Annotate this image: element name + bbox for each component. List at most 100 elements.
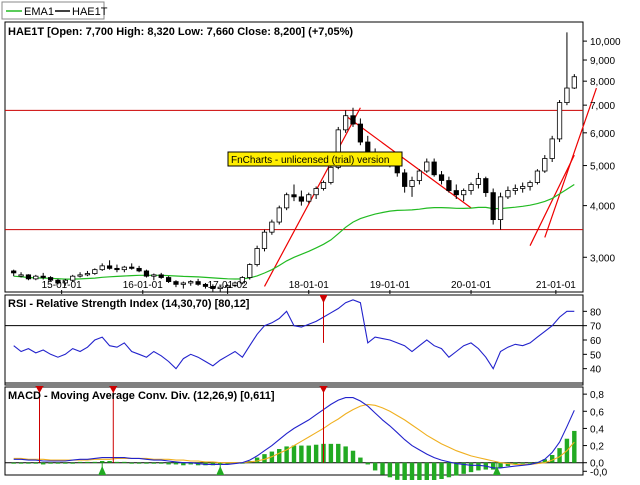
macd-histogram-bar xyxy=(424,462,429,482)
date-tick-label: 16-01-01 xyxy=(123,280,163,291)
macd-histogram-bar xyxy=(26,462,31,464)
candle-up xyxy=(232,282,238,287)
candle-down xyxy=(210,286,216,289)
candle-up xyxy=(239,277,245,284)
date-tick-label: 15-01-01 xyxy=(42,280,82,291)
watermark-text: FnCharts - unlicensed (trial) version xyxy=(231,155,389,166)
macd-histogram-bar xyxy=(291,445,297,463)
trendline-3 xyxy=(529,154,575,246)
macd-histogram-bar xyxy=(380,462,385,475)
candle-up xyxy=(121,266,127,271)
trendline-2 xyxy=(345,115,472,209)
macd-histogram-bar xyxy=(365,462,370,465)
candle-down xyxy=(129,266,135,269)
macd-histogram-bar xyxy=(48,462,53,464)
candle-up xyxy=(269,221,275,233)
macd-histogram-bar xyxy=(572,430,577,463)
macd-histogram-bar xyxy=(439,462,444,479)
candle-up xyxy=(306,194,312,202)
date-tick-label: 18-01-01 xyxy=(289,280,329,291)
candle-up xyxy=(468,184,474,191)
macd-histogram-bar xyxy=(166,462,171,465)
macd-histogram-bar xyxy=(387,462,393,478)
macd-y-axis: -0,00,0 0,2 0,4 0,6 0,8 xyxy=(583,390,608,478)
macd-histogram-bar xyxy=(11,462,16,464)
candle-down xyxy=(158,274,164,278)
macd-y-tick-label: 0,4 xyxy=(590,424,604,435)
candle-up xyxy=(62,279,68,284)
macd-histogram-bar xyxy=(513,462,518,465)
macd-histogram-bar xyxy=(144,462,149,464)
macd-histogram-bar xyxy=(328,443,334,463)
candle-down xyxy=(11,270,17,274)
price-panel-frame xyxy=(4,21,584,293)
trendline-4 xyxy=(544,87,598,238)
sell-signal-marker xyxy=(319,386,328,393)
buy-signal-marker xyxy=(98,466,107,475)
candle-up xyxy=(99,265,105,271)
macd-histogram-bar xyxy=(336,443,341,463)
macd-histogram-bar xyxy=(454,462,459,476)
candle-up xyxy=(320,182,327,189)
candle-up xyxy=(505,190,511,198)
candle-down xyxy=(291,194,297,198)
macd-histogram-bar xyxy=(542,459,548,463)
candle-down xyxy=(143,270,150,277)
candle-up xyxy=(313,188,319,196)
macd-y-tick-label: 0,2 xyxy=(590,442,604,453)
macd-panel-header: MACD - Moving Average Conv. Div. (12,26,… xyxy=(8,390,275,402)
trendline-1 xyxy=(263,107,361,287)
macd-histogram-bar xyxy=(476,462,481,471)
macd-histogram-bar xyxy=(254,457,260,463)
candle-up xyxy=(247,264,253,278)
buy-signal-marker xyxy=(492,466,501,475)
candle-up xyxy=(527,182,533,187)
legend-label-ema1: EMA1 xyxy=(24,6,54,18)
macd-histogram-bar xyxy=(40,462,46,465)
price-y-tick-label: 7,000 xyxy=(590,101,615,112)
macd-histogram-bar xyxy=(520,462,525,464)
candle-down xyxy=(357,123,364,143)
candle-down xyxy=(402,172,408,187)
price-y-tick-label: 9,000 xyxy=(590,56,615,67)
macd-line xyxy=(13,397,575,469)
candle-down xyxy=(173,281,179,285)
rsi-y-tick-label: 50 xyxy=(590,350,602,361)
candle-up xyxy=(224,285,231,288)
macd-histogram-bar xyxy=(151,462,157,464)
rsi-y-axis: 40 50 60 70 80 xyxy=(583,307,602,376)
candle-up xyxy=(261,231,268,249)
macd-histogram-bar xyxy=(409,462,415,484)
macd-histogram-bar xyxy=(63,462,68,464)
macd-histogram-bar xyxy=(343,446,348,463)
macd-histogram-bar xyxy=(262,454,267,463)
macd-histogram-bar xyxy=(136,462,142,464)
candle-up xyxy=(556,102,563,140)
candle-up xyxy=(151,274,157,277)
candle-down xyxy=(40,275,46,278)
rsi-series xyxy=(13,295,575,370)
rsi-line xyxy=(13,299,575,370)
macd-histogram-bar xyxy=(490,462,496,470)
candle-up xyxy=(84,273,91,276)
macd-histogram-bar xyxy=(299,445,304,463)
candle-down xyxy=(438,174,445,181)
macd-histogram-bar xyxy=(498,462,503,468)
candle-up xyxy=(542,158,548,172)
macd-histogram-bar xyxy=(350,450,356,463)
candle-down xyxy=(165,277,172,282)
candle-up xyxy=(343,115,349,131)
candle-down xyxy=(483,178,489,194)
macd-y-tick-label: 0,0 xyxy=(590,459,604,470)
macd-histogram-bar xyxy=(284,446,289,463)
macd-signal-line xyxy=(13,403,575,465)
macd-y-tick-label: 0,6 xyxy=(590,407,604,418)
macd-histogram-bar xyxy=(18,462,24,464)
rsi-panel-header: RSI - Relative Strength Index (14,30,70)… xyxy=(8,298,250,310)
candle-up xyxy=(475,178,482,185)
macd-histogram-bar xyxy=(505,462,511,467)
legend-label-hae1t: HAE1T xyxy=(72,6,108,18)
candle-up xyxy=(180,282,186,285)
